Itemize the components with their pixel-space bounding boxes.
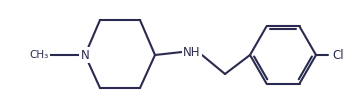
Text: CH₃: CH₃ — [29, 50, 49, 60]
Text: NH: NH — [183, 46, 201, 58]
Text: N: N — [80, 49, 89, 61]
Text: Cl: Cl — [332, 49, 344, 61]
